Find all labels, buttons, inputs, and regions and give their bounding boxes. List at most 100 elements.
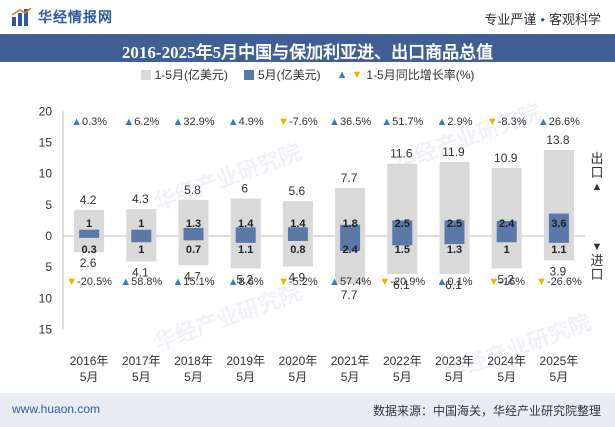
label-export-monthly: 1.3 bbox=[186, 218, 201, 230]
y-tick-label: 0 bbox=[45, 229, 52, 243]
x-tick-label: 2016年 bbox=[70, 354, 109, 368]
bar-export-monthly bbox=[287, 227, 308, 236]
x-tick-label: 5月 bbox=[132, 370, 151, 384]
triangle-up-icon: ▲ bbox=[172, 276, 183, 288]
huajing-logo-icon bbox=[12, 8, 32, 26]
growth-value: -20.5% bbox=[77, 276, 112, 288]
label-export-cumulative: 6 bbox=[241, 182, 248, 196]
label-import-monthly: 1 bbox=[138, 244, 144, 256]
growth-export-label: ▲51.7% bbox=[381, 116, 423, 128]
bar-import-monthly bbox=[287, 236, 308, 241]
chart-legend: 1-5月(亿美元) 5月(亿美元) ▲ ▼ 1-5月同比增长率(%) bbox=[0, 66, 615, 83]
x-tick-label: 2024年 bbox=[487, 354, 526, 368]
bar-import-monthly bbox=[340, 236, 361, 251]
growth-export-label: ▼-7.6% bbox=[278, 116, 318, 128]
y-tick-label: 15 bbox=[39, 322, 53, 336]
bar-export-monthly bbox=[496, 221, 517, 236]
export-label-text: 出口 bbox=[590, 151, 604, 180]
triangle-up-icon: ▲ bbox=[538, 116, 549, 128]
slogan-separator: • bbox=[540, 12, 545, 27]
growth-value: 4.9% bbox=[239, 116, 264, 128]
bar-import-cumulative bbox=[74, 236, 105, 253]
label-export-cumulative: 11.9 bbox=[442, 145, 465, 159]
label-import-monthly: 1 bbox=[504, 244, 510, 256]
y-tick-label: 20 bbox=[39, 104, 53, 118]
x-tick-label: 2018年 bbox=[174, 354, 213, 368]
import-label-text: 进口 bbox=[590, 253, 604, 282]
slogan: 专业严谨 • 客观科学 bbox=[484, 9, 601, 28]
growth-value: 58.8% bbox=[131, 276, 162, 288]
x-tick-label: 5月 bbox=[236, 370, 255, 384]
triangle-up-icon: ▲ bbox=[71, 116, 82, 128]
x-tick-label: 5月 bbox=[550, 370, 569, 384]
growth-value: 6.2% bbox=[134, 116, 159, 128]
label-export-monthly: 2.5 bbox=[447, 218, 462, 230]
growth-export-label: ▼-8.3% bbox=[487, 116, 527, 128]
growth-export-label: ▲4.9% bbox=[228, 116, 264, 128]
site-link[interactable]: www.huaon.com bbox=[12, 402, 101, 416]
brand[interactable]: 华经情报网 bbox=[12, 7, 113, 27]
label-export-monthly: 1.4 bbox=[290, 218, 306, 230]
triangle-up-icon: ▲ bbox=[437, 116, 448, 128]
label-import-monthly: 1.1 bbox=[238, 244, 253, 256]
label-export-monthly: 1.8 bbox=[342, 218, 357, 230]
triangle-up-icon: ▲ bbox=[329, 116, 340, 128]
x-tick-label: 5月 bbox=[289, 370, 308, 384]
label-import-monthly: 1.5 bbox=[395, 244, 410, 256]
import-side-label: ▼ 进口 bbox=[589, 240, 605, 282]
label-export-monthly: 1.4 bbox=[238, 218, 254, 230]
growth-import-label: ▲57.4% bbox=[329, 276, 371, 288]
growth-value: -16% bbox=[499, 276, 525, 288]
label-import-cumulative: 2.6 bbox=[80, 256, 97, 270]
x-tick-label: 5月 bbox=[497, 370, 516, 384]
growth-import-label: ▲0.1% bbox=[437, 276, 473, 288]
x-tick-label: 2021年 bbox=[331, 354, 370, 368]
slogan-right: 客观科学 bbox=[548, 12, 601, 27]
label-import-monthly: 1.1 bbox=[551, 244, 566, 256]
data-source: 数据来源：中国海关，华经产业研究院整理 bbox=[372, 404, 601, 418]
triangle-up-icon: ▲ bbox=[329, 276, 340, 288]
legend-cumulative-swatch bbox=[140, 69, 151, 80]
triangle-down-icon: ▼ bbox=[379, 276, 390, 288]
label-export-cumulative: 7.7 bbox=[341, 171, 358, 185]
triangle-up-icon: ▲ bbox=[228, 116, 239, 128]
bar-import-monthly bbox=[496, 236, 517, 243]
x-tick-label: 5月 bbox=[80, 370, 99, 384]
legend-monthly-label: 5月(亿美元) bbox=[257, 68, 321, 82]
label-export-monthly: 1 bbox=[138, 218, 144, 230]
growth-import-label: ▲58.8% bbox=[120, 276, 162, 288]
growth-export-label: ▲6.2% bbox=[123, 116, 159, 128]
growth-value: -8.3% bbox=[498, 116, 527, 128]
triangle-down-icon: ▼ bbox=[278, 116, 289, 128]
bar-export-monthly bbox=[235, 227, 256, 236]
label-export-monthly: 3.6 bbox=[551, 218, 566, 230]
x-tick-label: 2025年 bbox=[540, 354, 579, 368]
triangle-down-icon: ▼ bbox=[488, 276, 499, 288]
growth-export-label: ▲26.6% bbox=[538, 116, 580, 128]
bar-export-monthly bbox=[183, 227, 204, 236]
bar-export-monthly bbox=[392, 220, 413, 236]
arrow-up-icon: ▲ bbox=[591, 181, 603, 193]
bar-import-cumulative bbox=[282, 236, 313, 267]
label-import-monthly: 0.8 bbox=[290, 244, 305, 256]
label-import-cumulative: 3.9 bbox=[550, 264, 567, 278]
triangle-down-icon: ▼ bbox=[351, 68, 363, 81]
x-tick-label: 5月 bbox=[184, 370, 203, 384]
bar-export-monthly bbox=[79, 229, 100, 236]
label-export-cumulative: 5.6 bbox=[289, 184, 306, 198]
y-tick-label: 15 bbox=[39, 136, 53, 150]
y-tick-label: 5 bbox=[45, 198, 52, 212]
growth-value: 8.6% bbox=[239, 276, 264, 288]
bar-export-monthly bbox=[444, 220, 465, 236]
x-tick-label: 5月 bbox=[445, 370, 464, 384]
label-import-cumulative: 7.7 bbox=[341, 288, 358, 302]
bar-import-monthly bbox=[444, 236, 465, 245]
growth-value: 26.6% bbox=[549, 116, 580, 128]
bar-import-monthly bbox=[235, 236, 256, 243]
growth-value: 2.9% bbox=[447, 116, 472, 128]
growth-export-label: ▲36.5% bbox=[329, 116, 371, 128]
label-import-cumulative: 5.2 bbox=[236, 272, 253, 286]
bar-export-monthly bbox=[131, 229, 152, 236]
y-tick-label: 5 bbox=[45, 260, 52, 274]
